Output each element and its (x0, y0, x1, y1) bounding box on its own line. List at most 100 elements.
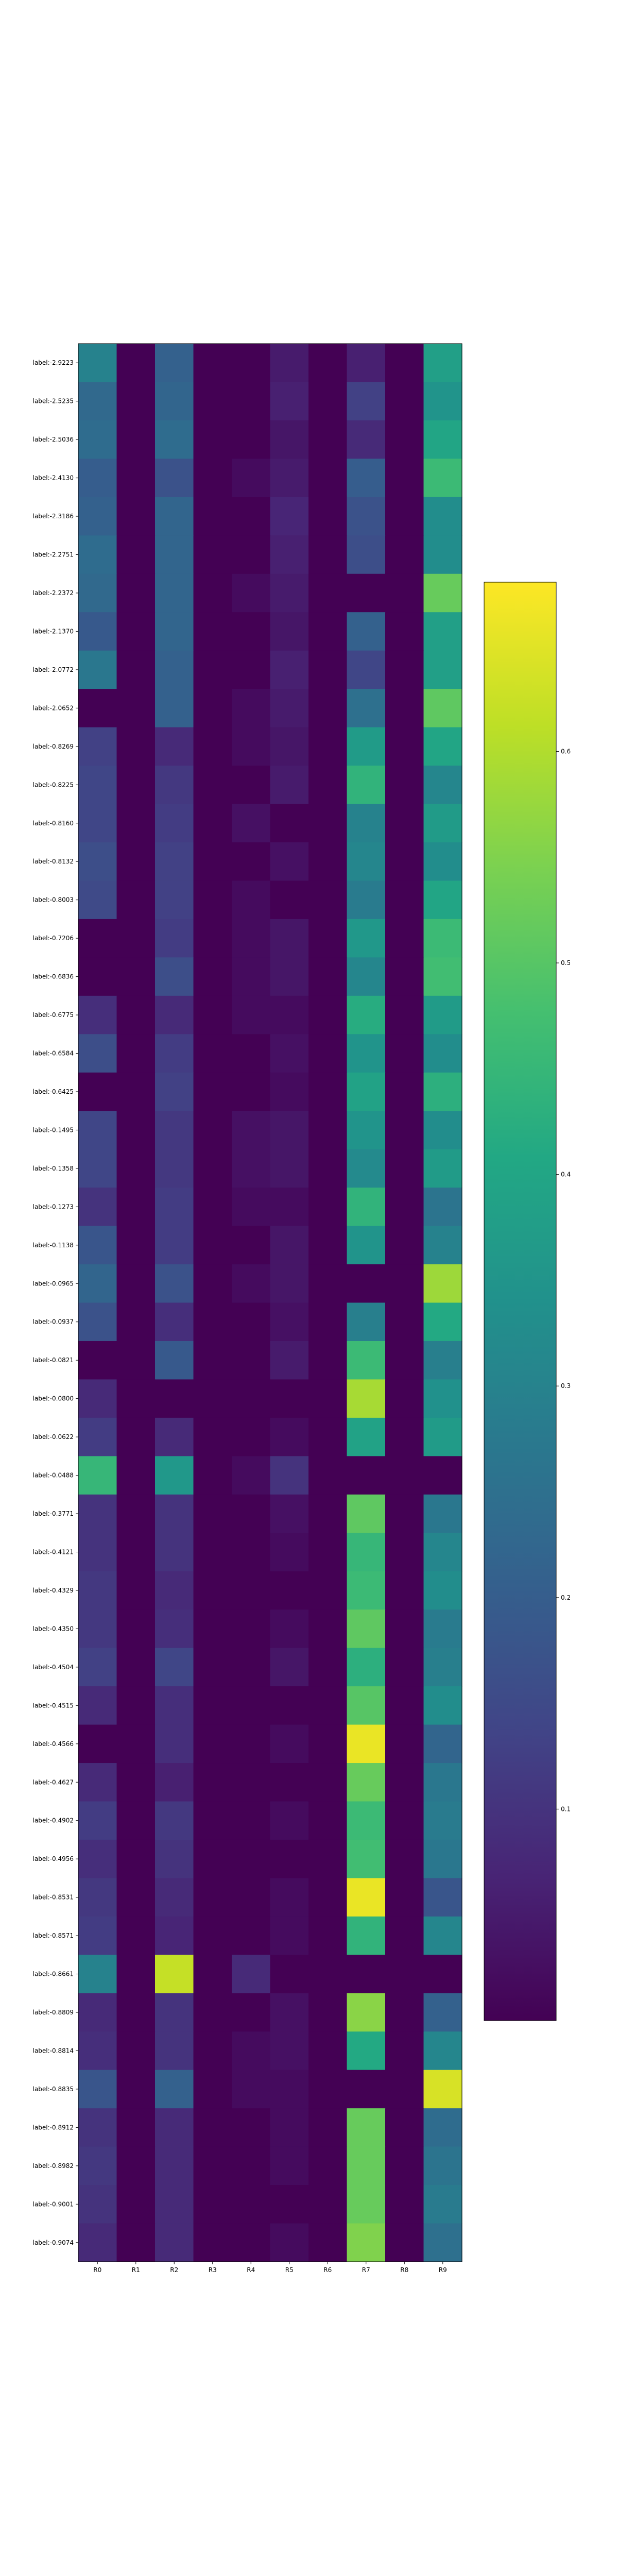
colorbar-tick-label: 0.3 (561, 1382, 571, 1389)
heatmap-cell (385, 1609, 424, 1649)
heatmap-cell (193, 1149, 232, 1188)
heatmap-cell (78, 1456, 117, 1495)
heatmap-cell (270, 689, 309, 728)
colorbar-tick-label: 0.5 (561, 959, 571, 967)
heatmap-cell (385, 880, 424, 920)
heatmap-cell (347, 459, 386, 498)
heatmap-cell (116, 1494, 156, 1533)
heatmap-cell (308, 1533, 348, 1572)
heatmap-cell (78, 2070, 117, 2109)
heatmap-cell (423, 2185, 462, 2224)
heatmap-cell (193, 650, 232, 689)
heatmap-cell (78, 612, 117, 651)
heatmap-cell (347, 1609, 386, 1649)
heatmap-cell (78, 804, 117, 843)
heatmap-cell (308, 650, 348, 689)
heatmap-cell (155, 535, 194, 574)
heatmap-cell (232, 2108, 271, 2147)
row-tick-label: label:-2.2372 (33, 589, 74, 597)
row-tick-label: label:-0.0488 (33, 1472, 74, 1479)
row-tick-label: label:-0.3771 (33, 1510, 74, 1517)
heatmap-cell (270, 535, 309, 574)
heatmap-cell (347, 1955, 386, 1994)
row-tick-label: label:-0.0937 (33, 1318, 74, 1326)
heatmap-cell (155, 2108, 194, 2147)
heatmap-cell (385, 1302, 424, 1342)
heatmap-cell (423, 842, 462, 882)
heatmap-cell (385, 459, 424, 498)
heatmap-cell (155, 1494, 194, 1533)
heatmap-cell (155, 1648, 194, 1687)
heatmap-cell (193, 1686, 232, 1725)
heatmap-cell (193, 2108, 232, 2147)
heatmap-cell (423, 1494, 462, 1533)
heatmap-cell (78, 1302, 117, 1342)
heatmap-cell (116, 1533, 156, 1572)
heatmap-cell (155, 1878, 194, 1917)
heatmap-cell (155, 650, 194, 689)
row-tick-label: label:-0.6425 (33, 1088, 74, 1095)
row-tick-label: label:-0.0965 (33, 1280, 74, 1287)
heatmap-cell (423, 1763, 462, 1802)
heatmap-cell (270, 1609, 309, 1649)
heatmap-cell (308, 1034, 348, 1073)
row-tick-label: label:-0.8225 (33, 781, 74, 788)
row-tick-label: label:-0.8982 (33, 2162, 74, 2170)
colorbar-tick-label: 0.4 (561, 1171, 571, 1178)
heatmap-cell (193, 1226, 232, 1265)
heatmap-cell (193, 1609, 232, 1649)
heatmap-cell (270, 1379, 309, 1418)
heatmap-cell (116, 1609, 156, 1649)
heatmap-cell (423, 1955, 462, 1994)
heatmap-cell (347, 2031, 386, 2071)
heatmap-cell (155, 1763, 194, 1802)
heatmap-cells (78, 344, 462, 2262)
heatmap-cell (78, 497, 117, 536)
heatmap-cell (385, 1993, 424, 2032)
heatmap-cell (116, 1072, 156, 1111)
heatmap-cell (423, 766, 462, 805)
heatmap-cell (308, 1188, 348, 1227)
heatmap-cell (347, 1188, 386, 1227)
heatmap-cell (193, 919, 232, 958)
heatmap-cell (232, 1072, 271, 1111)
heatmap-cell (155, 1188, 194, 1227)
heatmap-cell (232, 842, 271, 882)
heatmap-cell (423, 420, 462, 459)
heatmap-cell (232, 1955, 271, 1994)
heatmap-cell (232, 1188, 271, 1227)
heatmap-cell (308, 573, 348, 613)
column-tick-label: R9 (439, 2266, 447, 2274)
heatmap-cell (270, 1034, 309, 1073)
heatmap-cell (270, 1801, 309, 1840)
heatmap-cell (347, 1763, 386, 1802)
heatmap-cell (347, 995, 386, 1035)
heatmap-cell (423, 1034, 462, 1073)
heatmap-cell (423, 919, 462, 958)
heatmap-cell (155, 573, 194, 613)
heatmap-cell (270, 1839, 309, 1878)
heatmap-cell (116, 535, 156, 574)
heatmap-cell (347, 497, 386, 536)
heatmap-cell (385, 2108, 424, 2147)
heatmap-cell (193, 459, 232, 498)
heatmap-cell (155, 1341, 194, 1380)
row-tick-label: label:-2.5235 (33, 398, 74, 405)
heatmap-cell (270, 1072, 309, 1111)
heatmap-cell (347, 919, 386, 958)
heatmap-cell (385, 1878, 424, 1917)
heatmap-cell (347, 1494, 386, 1533)
heatmap-cell (308, 1456, 348, 1495)
heatmap-cell (116, 459, 156, 498)
row-tick-label: label:-2.4130 (33, 474, 74, 482)
heatmap-cell (116, 2031, 156, 2071)
column-tick-label: R1 (132, 2266, 140, 2274)
heatmap-cell (423, 957, 462, 996)
heatmap-cell (308, 727, 348, 766)
heatmap-cell (193, 1648, 232, 1687)
heatmap-cell (78, 880, 117, 920)
heatmap-cell (155, 2031, 194, 2071)
heatmap-cell (385, 727, 424, 766)
heatmap-cell (155, 1034, 194, 1073)
heatmap-cell (78, 1993, 117, 2032)
